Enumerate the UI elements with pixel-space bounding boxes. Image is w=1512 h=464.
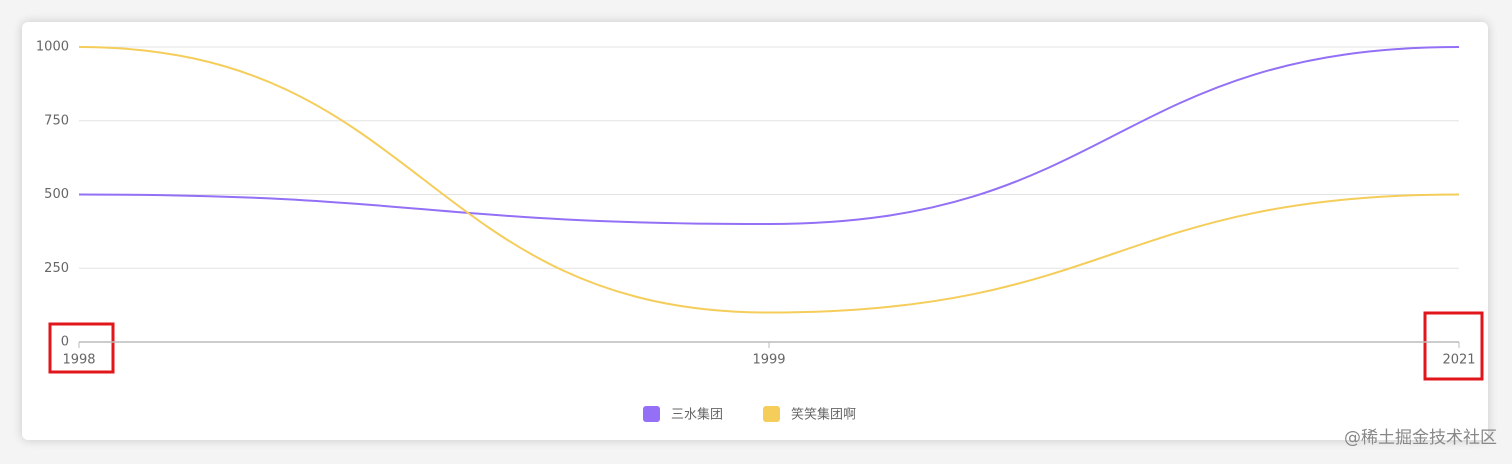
x-tick-label: 2021 <box>1442 353 1475 368</box>
legend-label: 三水集团 <box>671 407 723 423</box>
legend-swatch <box>763 406 780 422</box>
chart-card <box>22 22 1488 440</box>
legend-swatch <box>643 406 660 422</box>
y-tick-label: 250 <box>44 261 69 276</box>
highlight-box <box>1423 311 1484 381</box>
legend-label: 笑笑集团啊 <box>791 407 856 423</box>
x-tick-label: 1999 <box>752 353 785 368</box>
y-tick-label: 500 <box>44 187 69 202</box>
y-tick-label: 1000 <box>36 40 69 55</box>
line <box>78 46 1460 226</box>
watermark: @稀土掘金技术社区 <box>1344 428 1497 448</box>
x-tick-label: 1998 <box>62 353 95 368</box>
highlight-box <box>48 322 115 374</box>
y-tick-label: 750 <box>44 113 69 128</box>
y-tick-label: 0 <box>61 335 69 350</box>
line <box>78 46 1460 314</box>
